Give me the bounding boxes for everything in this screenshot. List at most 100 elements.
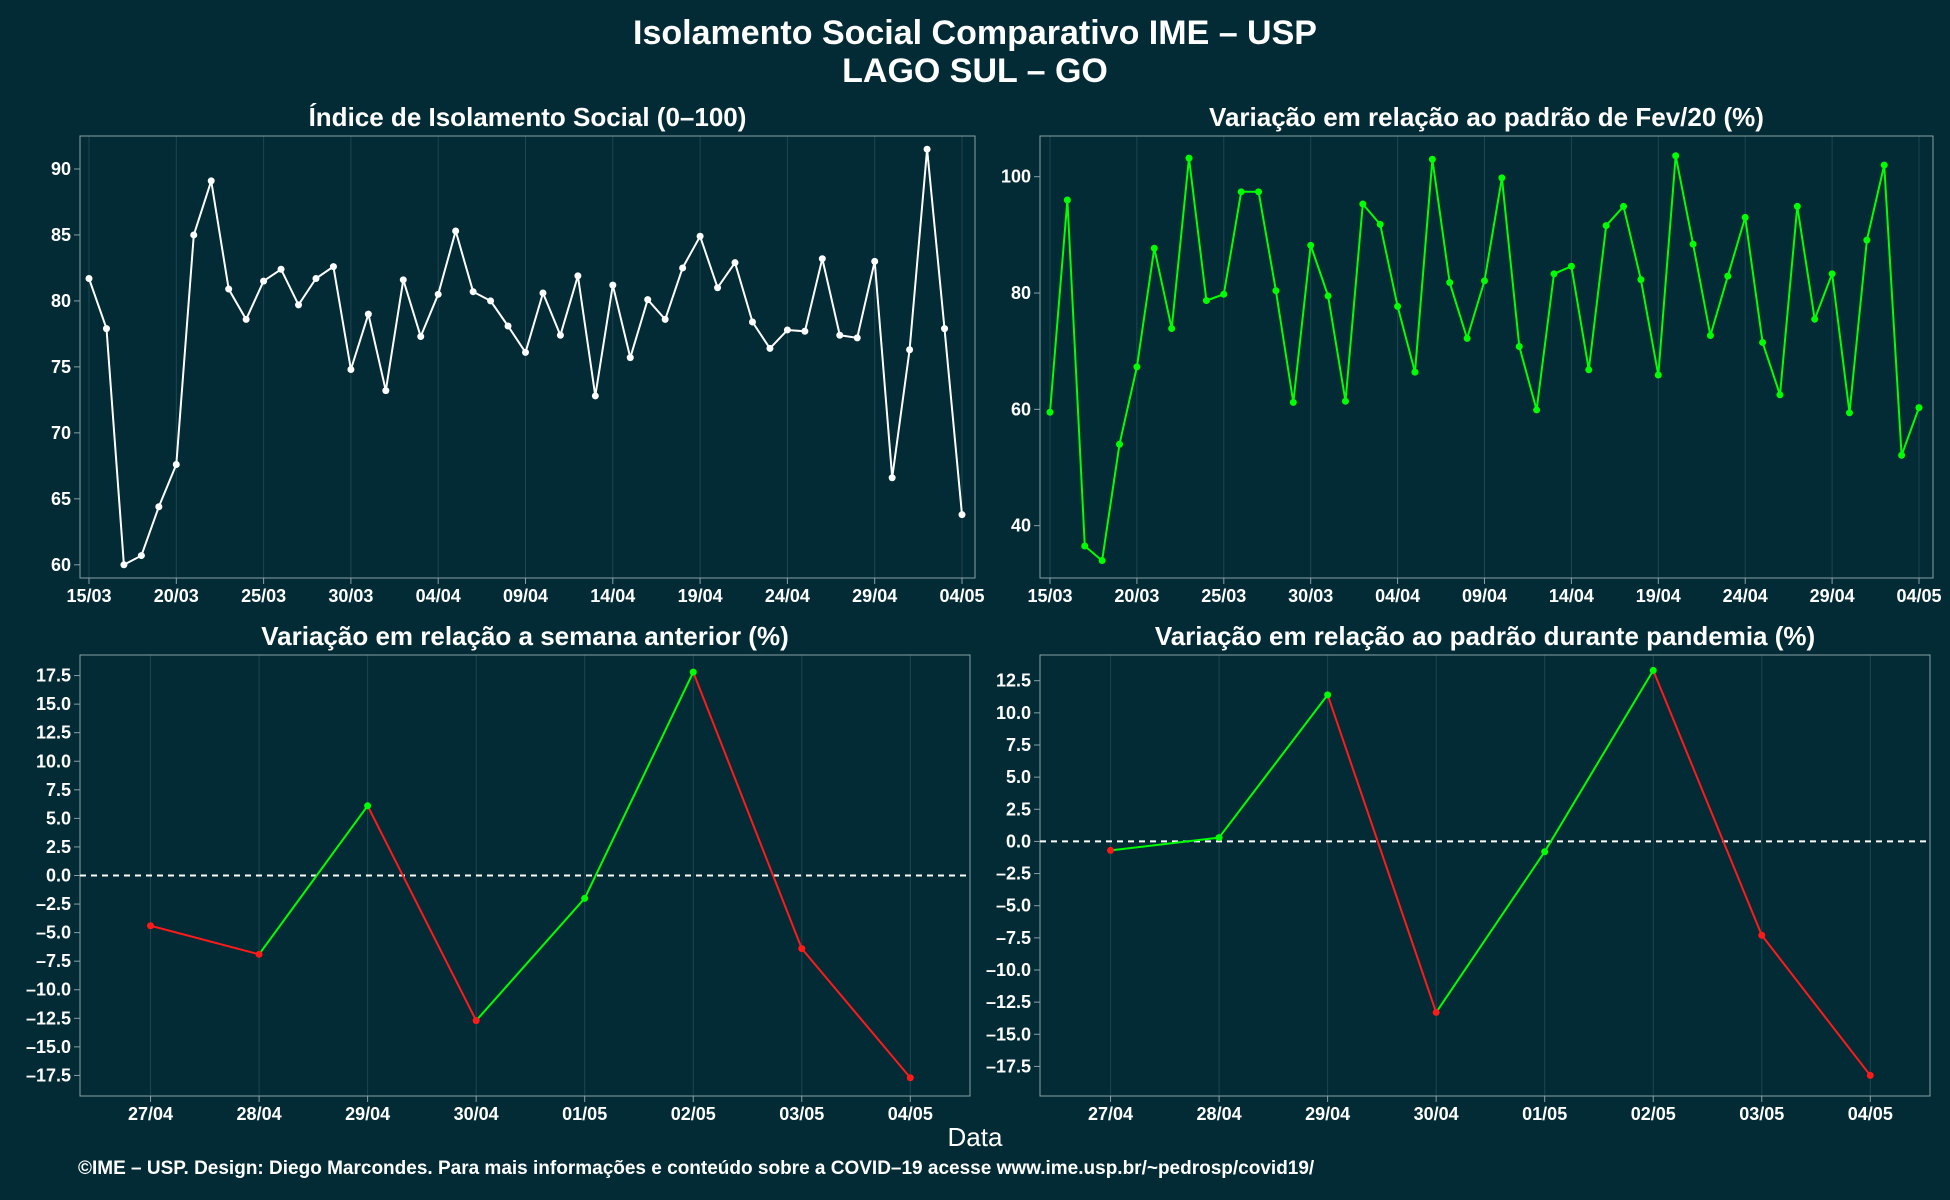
x-tick-label: 04/05 [888, 1104, 933, 1124]
data-point [295, 301, 303, 309]
x-tick-label: 20/03 [1114, 586, 1159, 606]
data-point [120, 561, 128, 569]
y-tick-label: 12.5 [996, 671, 1031, 691]
data-point [1341, 397, 1349, 405]
x-tick-label: 19/04 [1636, 586, 1681, 606]
y-tick-label: 5.0 [1006, 767, 1031, 787]
data-point [225, 285, 233, 293]
data-point [626, 354, 634, 362]
data-point [1098, 557, 1106, 565]
data-point [1915, 404, 1923, 412]
x-tick-label: 24/04 [765, 586, 810, 606]
x-tick-label: 25/03 [241, 586, 286, 606]
data-point [504, 322, 512, 330]
x-tick-label: 30/04 [454, 1104, 499, 1124]
data-point [260, 277, 268, 285]
main-subtitle: LAGO SUL – GO [842, 52, 1108, 90]
series-segment [1760, 934, 1872, 1077]
y-tick-label: 2.5 [46, 837, 71, 857]
data-point [1289, 398, 1297, 406]
x-tick-label: 15/03 [1027, 586, 1072, 606]
data-point [434, 290, 442, 298]
y-tick-label: –7.5 [996, 928, 1031, 948]
data-point [1654, 371, 1662, 379]
data-point [1793, 202, 1801, 210]
data-point [207, 177, 215, 185]
x-tick-label: 29/04 [1305, 1104, 1350, 1124]
series-segment [150, 924, 260, 956]
data-point [798, 945, 806, 953]
data-point [312, 274, 320, 282]
data-point [591, 392, 599, 400]
data-point [1880, 161, 1888, 169]
data-point [1845, 409, 1853, 417]
data-point [696, 232, 704, 240]
data-point [766, 344, 774, 352]
x-tick-label: 04/04 [416, 586, 461, 606]
data-point [1898, 451, 1906, 459]
panel-frame [79, 135, 976, 579]
y-tick-label: 70 [51, 423, 71, 443]
x-tick-label: 27/04 [128, 1104, 173, 1124]
panel-frame [1039, 654, 1931, 1097]
data-point [1107, 846, 1115, 854]
series-segment [1218, 694, 1329, 839]
x-tick-label: 25/03 [1201, 586, 1246, 606]
panel-frame [1039, 135, 1934, 579]
data-point [417, 333, 425, 341]
data-point [1585, 366, 1593, 374]
data-point [382, 387, 390, 395]
y-tick-label: 90 [51, 159, 71, 179]
data-point [522, 348, 529, 356]
data-point [556, 331, 564, 339]
data-point [102, 325, 110, 333]
data-point [1359, 200, 1367, 208]
x-tick-label: 30/04 [1414, 1104, 1459, 1124]
data-point [1411, 368, 1419, 376]
data-point [1063, 196, 1071, 204]
x-tick-label: 29/04 [345, 1104, 390, 1124]
y-tick-label: –5.0 [996, 896, 1031, 916]
data-point [1428, 155, 1436, 163]
x-tick-label: 29/04 [1810, 586, 1855, 606]
data-point [1324, 292, 1332, 300]
y-tick-label: 15.0 [36, 694, 71, 714]
series-segment [366, 805, 478, 1022]
x-tick-label: 04/05 [1896, 586, 1941, 606]
y-tick-label: 65 [51, 489, 71, 509]
data-point [1866, 1071, 1874, 1079]
x-tick-label: 02/05 [671, 1104, 716, 1124]
data-point [1324, 691, 1332, 699]
data-point [714, 284, 722, 292]
series-segment [583, 671, 695, 899]
x-tick-label: 03/05 [1739, 1104, 1784, 1124]
x-tick-label: 27/04 [1088, 1104, 1133, 1124]
y-tick-label: –2.5 [996, 864, 1031, 884]
data-point [1602, 222, 1610, 230]
y-tick-label: –10.0 [26, 980, 71, 1000]
data-point [1237, 188, 1245, 196]
data-point [1463, 334, 1471, 342]
data-point [1220, 290, 1228, 298]
series-segment [801, 947, 912, 1079]
data-point [748, 318, 756, 326]
data-point [801, 327, 809, 335]
data-point [487, 297, 495, 305]
data-point [1706, 331, 1714, 339]
data-point [364, 310, 372, 318]
data-point [1550, 270, 1558, 278]
data-point [941, 325, 949, 333]
data-point [1863, 236, 1871, 244]
y-tick-label: –17.5 [986, 1056, 1031, 1076]
data-point [1376, 220, 1384, 228]
x-axis-label: Data [947, 1122, 1003, 1152]
data-point [1168, 325, 1176, 333]
series-segment [1652, 670, 1763, 936]
panel-title: Variação em relação ao padrão durante pa… [1155, 621, 1815, 651]
data-point [1081, 542, 1089, 550]
series-segment [1326, 694, 1438, 1013]
x-tick-label: 14/04 [590, 586, 635, 606]
data-point [853, 334, 861, 342]
data-point [1828, 270, 1836, 278]
